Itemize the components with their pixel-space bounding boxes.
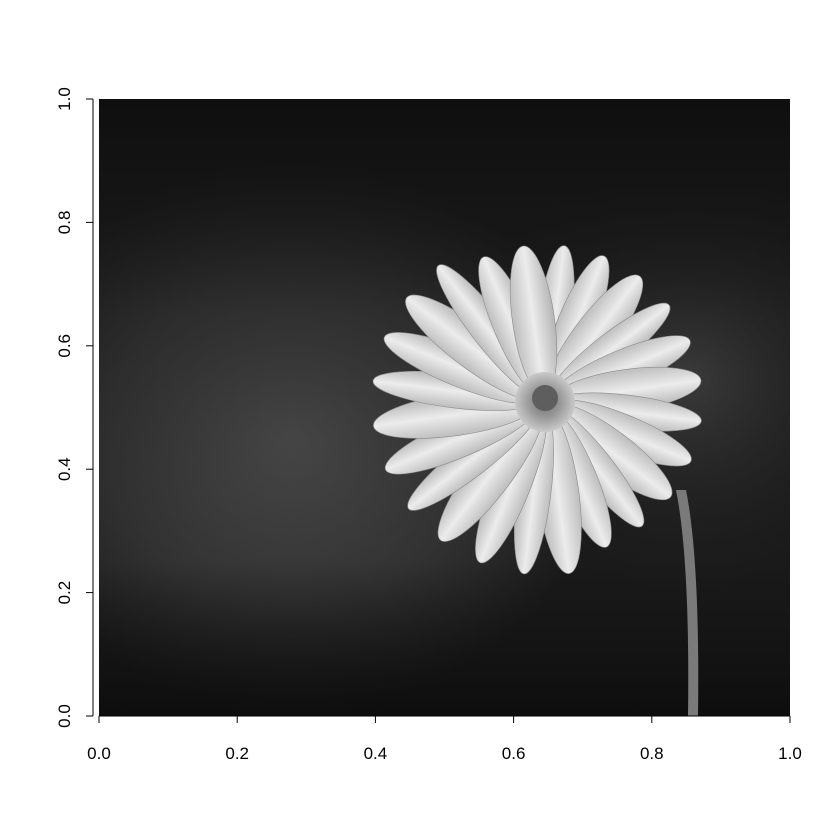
x-tick-label: 0.2	[225, 744, 249, 763]
y-tick-label: 1.0	[55, 87, 74, 111]
image-raster	[99, 99, 790, 716]
y-tick-label: 0.4	[55, 457, 74, 481]
y-tick-label: 0.8	[55, 211, 74, 235]
flower-petals	[372, 245, 702, 575]
y-axis: 0.0 0.2 0.4 0.6 0.8 1.0	[55, 87, 94, 728]
x-axis: 0.0 0.2 0.4 0.6 0.8 1.0	[87, 715, 802, 763]
y-tick-label: 0.2	[55, 581, 74, 605]
y-tick-label: 0.6	[55, 334, 74, 358]
x-tick-label: 0.8	[640, 744, 664, 763]
x-tick-label: 0.0	[87, 744, 111, 763]
y-tick-label: 0.0	[55, 704, 74, 728]
flower-center-core	[532, 385, 558, 411]
x-tick-label: 1.0	[778, 744, 802, 763]
flower-stem	[676, 490, 699, 716]
x-tick-label: 0.4	[364, 744, 388, 763]
x-tick-label: 0.6	[502, 744, 526, 763]
